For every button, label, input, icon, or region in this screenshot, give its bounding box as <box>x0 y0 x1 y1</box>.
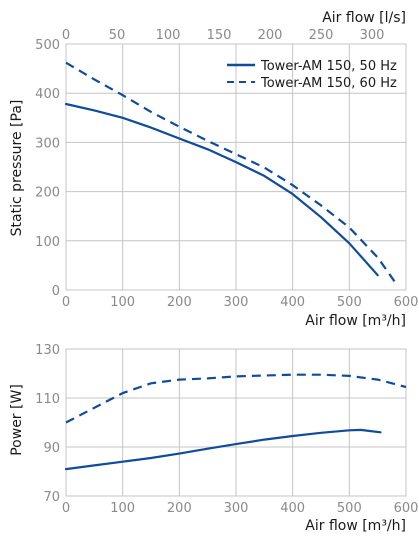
power-x-tick-label: 300 <box>224 501 249 516</box>
power-x-tick-label: 100 <box>110 501 135 516</box>
pressure-y-axis-label: Static pressure [Pa] <box>9 100 25 237</box>
legend: Tower-AM 150, 50 Hz Tower-AM 150, 60 Hz <box>227 59 397 91</box>
power-x-tick-label: 600 <box>394 501 419 516</box>
power-y-tick-label: 130 <box>35 343 60 358</box>
pressure-grid <box>65 43 407 291</box>
power-y-tick-label: 90 <box>43 441 60 456</box>
pressure-y-tick-label: 500 <box>35 38 60 53</box>
power-curve-60hz <box>65 373 407 424</box>
power-ticks: 0 100 200 300 400 500 600 70 90 110 130 <box>35 343 418 516</box>
pressure-x-tick-label: 0 <box>62 295 70 310</box>
legend-label-60hz: Tower-AM 150, 60 Hz <box>260 76 397 91</box>
pressure-x-tick-label: 500 <box>337 295 362 310</box>
top-axis-tick-label: 0 <box>62 28 70 43</box>
pressure-x-tick-label: 100 <box>110 295 135 310</box>
power-curve-50hz <box>64 428 382 471</box>
pressure-y-tick-label: 300 <box>35 136 60 151</box>
power-chart: 0 100 200 300 400 500 600 70 90 110 130 Air flow [… <box>9 343 418 534</box>
pressure-x-tick-label: 300 <box>224 295 249 310</box>
power-y-tick-label: 110 <box>35 392 60 407</box>
power-x-tick-label: 200 <box>167 501 192 516</box>
top-axis-tick-label: 150 <box>207 28 232 43</box>
pressure-x-tick-label: 600 <box>394 295 419 310</box>
pressure-curves <box>64 61 398 285</box>
power-curves <box>64 373 407 471</box>
pressure-x-tick-label: 400 <box>280 295 305 310</box>
top-axis-tick-label: 100 <box>156 28 181 43</box>
pressure-x-tick-label: 200 <box>167 295 192 310</box>
power-x-tick-label: 400 <box>280 501 305 516</box>
pressure-y-tick-label: 100 <box>35 235 60 250</box>
pressure-x-axis-label: Air flow [m³/h] <box>305 313 406 329</box>
power-y-axis-label: Power [W] <box>9 384 25 456</box>
pressure-y-tick-label: 200 <box>35 186 60 201</box>
top-axis-tick-label: 50 <box>109 28 126 43</box>
power-grid <box>65 348 407 497</box>
power-x-tick-label: 0 <box>62 501 70 516</box>
power-x-tick-label: 500 <box>337 501 362 516</box>
top-axis-tick-label: 250 <box>309 28 334 43</box>
power-x-axis-label: Air flow [m³/h] <box>305 518 406 534</box>
pressure-curve-60hz <box>65 61 398 285</box>
power-y-tick-label: 70 <box>43 490 60 505</box>
pressure-y-tick-label: 0 <box>52 284 60 299</box>
top-axis-label: Air flow [l/s] <box>322 10 406 26</box>
top-axis-tick-label: 300 <box>360 28 385 43</box>
legend-label-50hz: Tower-AM 150, 50 Hz <box>260 59 397 74</box>
top-axis-tick-label: 200 <box>258 28 283 43</box>
pressure-y-tick-label: 400 <box>35 87 60 102</box>
pressure-curve-50hz <box>64 102 379 277</box>
